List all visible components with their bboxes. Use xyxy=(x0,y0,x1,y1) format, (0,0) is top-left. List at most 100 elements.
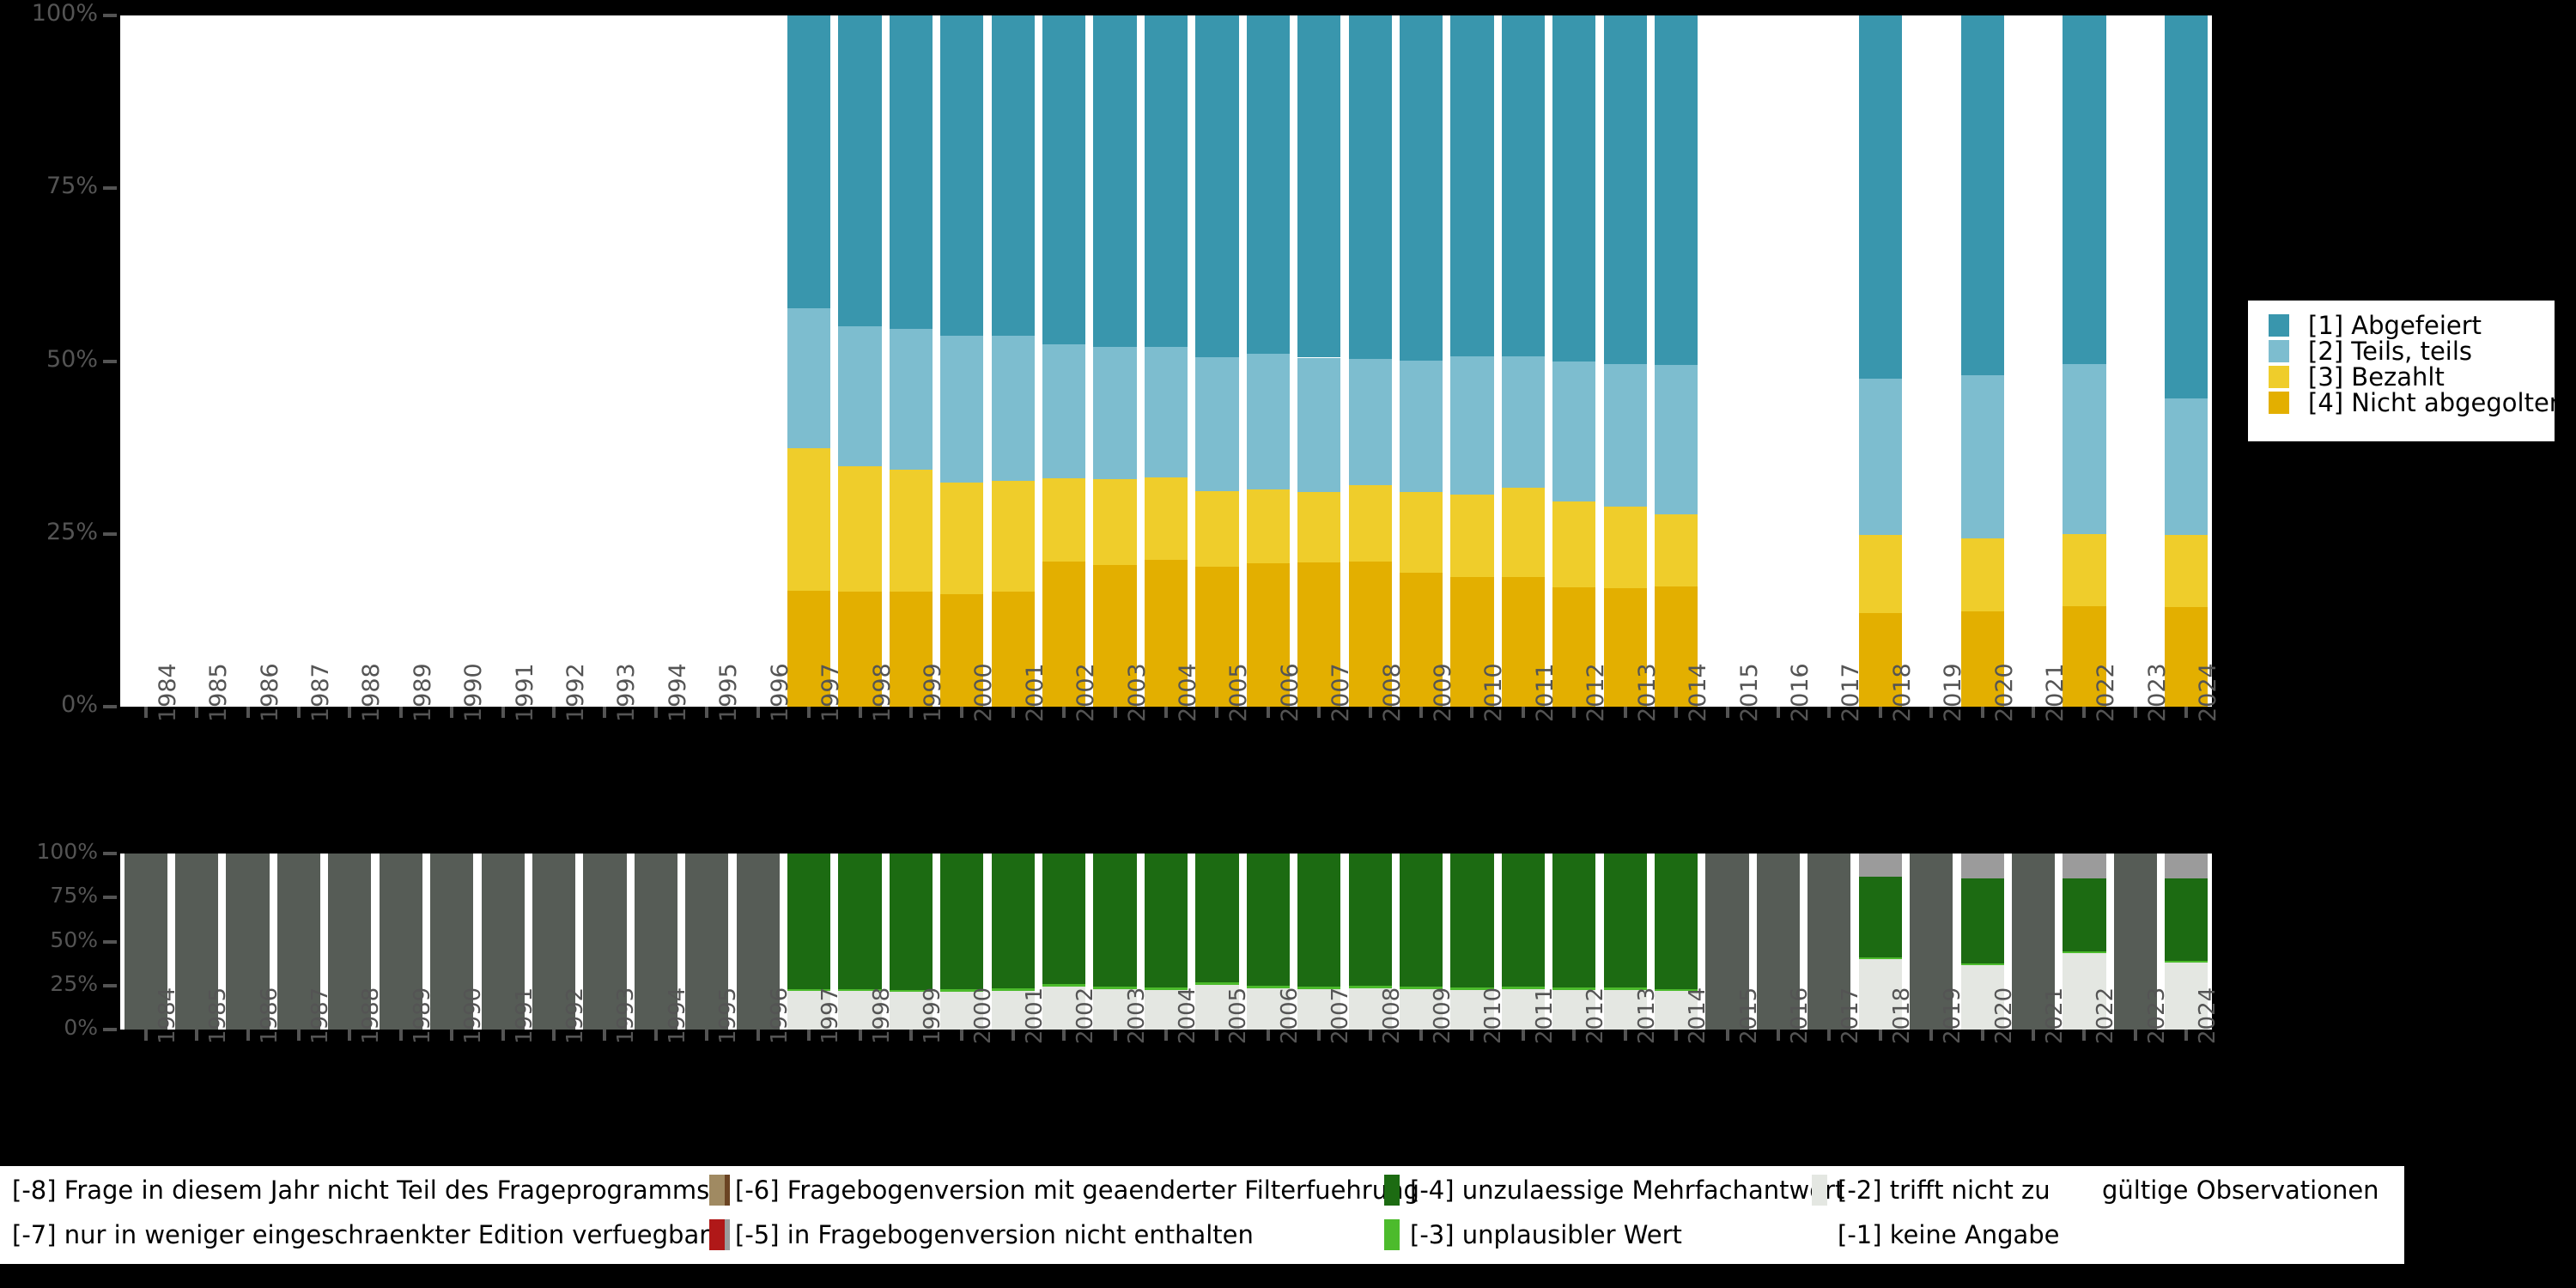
bottom-bar-column xyxy=(1348,854,1392,1030)
bar-segment xyxy=(1960,878,2004,964)
bar-segment xyxy=(1858,959,1902,1030)
bar-segment xyxy=(991,15,1035,336)
top-bar-column xyxy=(1144,15,1188,707)
bottom-bar-column xyxy=(1807,854,1851,1030)
legend-item: [-2] trifft nicht zu xyxy=(1812,1173,2050,1207)
bottom-x-tick xyxy=(348,1030,352,1041)
bottom-x-tick-label: 2020 xyxy=(1990,987,2017,1044)
top-bar-column xyxy=(1246,15,1290,707)
bottom-x-tick-label: 1989 xyxy=(409,987,435,1044)
legend-item-label: [2] Teils, teils xyxy=(2308,337,2473,366)
bottom-bar-column xyxy=(276,854,321,1030)
bar-segment xyxy=(1552,361,1596,501)
top-y-tick-label: 25% xyxy=(46,518,98,545)
bottom-x-tick-label: 1990 xyxy=(460,987,487,1044)
bottom-x-tick xyxy=(1011,1030,1015,1041)
bar-segment xyxy=(1042,986,1086,1030)
bottom-x-tick-label: 1995 xyxy=(715,987,742,1044)
bar-segment xyxy=(940,989,984,992)
bar-segment xyxy=(2165,963,2208,1030)
legend-swatch-icon xyxy=(1812,1175,1827,1206)
top-x-tick-label: 2015 xyxy=(1735,663,1763,722)
legend-item: [-3] unplausibler Wert xyxy=(1384,1218,1682,1252)
bar-segment xyxy=(940,854,984,990)
top-x-tick xyxy=(296,707,301,718)
bar-segment xyxy=(2165,961,2208,963)
top-x-tick-label: 1998 xyxy=(868,663,896,722)
top-x-tick-label: 2006 xyxy=(1276,663,1303,722)
bar-segment xyxy=(1144,477,1188,561)
bottom-x-tick xyxy=(296,1030,301,1041)
bottom-x-tick xyxy=(1521,1030,1525,1041)
bottom-bar-column xyxy=(1960,854,2004,1030)
bar-segment xyxy=(889,854,933,990)
legend-item: [-8] Frage in diesem Jahr nicht Teil des… xyxy=(12,1173,731,1207)
bottom-x-tick-label: 2008 xyxy=(1378,987,1405,1044)
bottom-x-tick-label: 2018 xyxy=(1888,987,1915,1044)
bar-segment xyxy=(1655,854,1698,989)
top-x-tick xyxy=(348,707,352,718)
top-x-tick xyxy=(1674,707,1679,718)
top-x-tick-label: 2005 xyxy=(1225,663,1253,722)
top-x-tick xyxy=(1113,707,1117,718)
bar-segment xyxy=(1195,490,1239,567)
bar-segment xyxy=(1144,854,1188,988)
missing-codes-legend: [-8] Frage in diesem Jahr nicht Teil des… xyxy=(0,1166,2404,1264)
bar-segment xyxy=(940,15,984,336)
top-x-tick xyxy=(1011,707,1015,718)
top-x-tick xyxy=(603,707,607,718)
top-y-tick-mark xyxy=(103,705,117,708)
bar-segment xyxy=(1501,487,1545,578)
top-bar-column xyxy=(1450,15,1494,707)
bar-segment xyxy=(1144,560,1188,707)
legend-item: [4] Nicht abgegolten xyxy=(2269,388,2565,417)
legend-swatch-icon xyxy=(2269,366,2289,388)
bar-segment xyxy=(1858,15,1902,380)
legend-item-label: [-3] unplausibler Wert xyxy=(1410,1220,1682,1249)
bottom-bar-column xyxy=(1042,854,1086,1030)
bottom-bar-column xyxy=(1297,854,1341,1030)
bar-segment xyxy=(1246,489,1290,563)
legend-item-label: [-7] nur in weniger eingeschraenkter Edi… xyxy=(12,1220,710,1249)
bar-segment xyxy=(1655,586,1698,707)
bar-segment xyxy=(2165,535,2208,608)
top-x-tick-label: 2013 xyxy=(1633,663,1661,722)
bar-segment xyxy=(1399,987,1443,989)
legend-item: [1] Abgefeiert xyxy=(2269,311,2546,340)
top-y-tick-mark xyxy=(103,532,117,536)
bottom-bar-column xyxy=(124,854,167,1030)
bottom-y-tick-mark xyxy=(103,896,117,900)
legend-item-label: [-5] in Fragebogenversion nicht enthalte… xyxy=(735,1220,1254,1249)
bar-segment xyxy=(1195,981,1239,985)
bar-segment xyxy=(1399,360,1443,493)
bottom-x-tick xyxy=(1266,1030,1270,1041)
bottom-stacked-bars xyxy=(120,854,2212,1030)
bottom-bar-column xyxy=(1144,854,1188,1030)
bar-segment xyxy=(2063,15,2106,364)
bottom-bar-column xyxy=(2113,854,2157,1030)
top-x-tick-label: 2014 xyxy=(1685,663,1712,722)
bar-segment xyxy=(1195,854,1239,982)
bottom-bar-column xyxy=(685,854,729,1030)
bar-segment xyxy=(787,990,831,1030)
top-x-tick-label: 2017 xyxy=(1838,663,1865,722)
bar-segment xyxy=(1450,989,1494,1030)
bottom-bar-column xyxy=(1501,854,1545,1030)
bar-segment xyxy=(1960,965,2004,1030)
top-x-tick xyxy=(1572,707,1577,718)
bar-segment xyxy=(1450,987,1494,990)
top-x-axis: 1984 1985 1986 1987 1988 1989 1990 1991 1992 1993… xyxy=(120,663,2221,829)
bar-segment xyxy=(940,483,984,594)
top-x-tick xyxy=(2032,707,2036,718)
bar-segment xyxy=(1450,577,1494,707)
bar-segment xyxy=(1246,15,1290,355)
bar-segment xyxy=(2165,607,2208,707)
bar-segment xyxy=(1042,15,1086,345)
bottom-x-tick xyxy=(1725,1030,1729,1041)
bottom-x-tick-label: 1987 xyxy=(307,987,333,1044)
bar-segment xyxy=(1399,854,1443,987)
bar-segment xyxy=(1960,15,2004,375)
top-x-tick-label: 1992 xyxy=(562,663,590,722)
top-bar-column xyxy=(1399,15,1443,707)
bar-segment xyxy=(379,854,422,1030)
